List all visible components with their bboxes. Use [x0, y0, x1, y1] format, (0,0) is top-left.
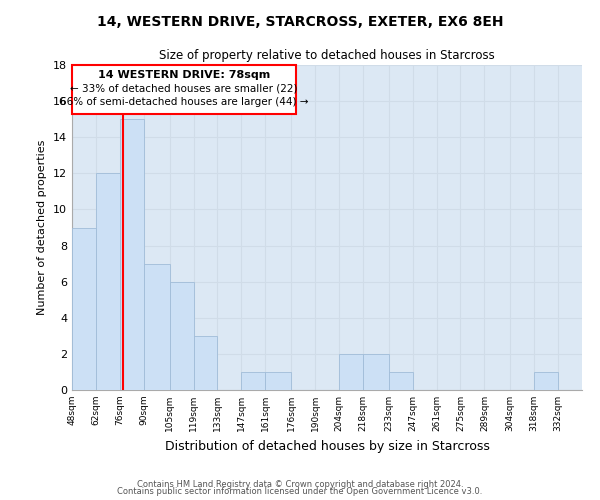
Bar [339, 354, 363, 390]
Text: 14 WESTERN DRIVE: 78sqm: 14 WESTERN DRIVE: 78sqm [98, 70, 271, 81]
Bar [389, 372, 413, 390]
Text: Contains public sector information licensed under the Open Government Licence v3: Contains public sector information licen… [118, 487, 482, 496]
Y-axis label: Number of detached properties: Number of detached properties [37, 140, 47, 315]
Bar [72, 65, 296, 114]
Bar [363, 354, 389, 390]
Text: 14, WESTERN DRIVE, STARCROSS, EXETER, EX6 8EH: 14, WESTERN DRIVE, STARCROSS, EXETER, EX… [97, 15, 503, 29]
Text: 66% of semi-detached houses are larger (44) →: 66% of semi-detached houses are larger (… [60, 97, 308, 107]
Bar [265, 372, 291, 390]
Bar [194, 336, 217, 390]
Bar [120, 119, 144, 390]
Bar [170, 282, 194, 390]
Text: Contains HM Land Registry data © Crown copyright and database right 2024.: Contains HM Land Registry data © Crown c… [137, 480, 463, 489]
X-axis label: Distribution of detached houses by size in Starcross: Distribution of detached houses by size … [164, 440, 490, 452]
Bar [96, 174, 120, 390]
Bar [241, 372, 265, 390]
Bar [534, 372, 558, 390]
Bar [144, 264, 170, 390]
Bar [72, 228, 96, 390]
Title: Size of property relative to detached houses in Starcross: Size of property relative to detached ho… [159, 50, 495, 62]
Text: ← 33% of detached houses are smaller (22): ← 33% of detached houses are smaller (22… [70, 84, 298, 94]
